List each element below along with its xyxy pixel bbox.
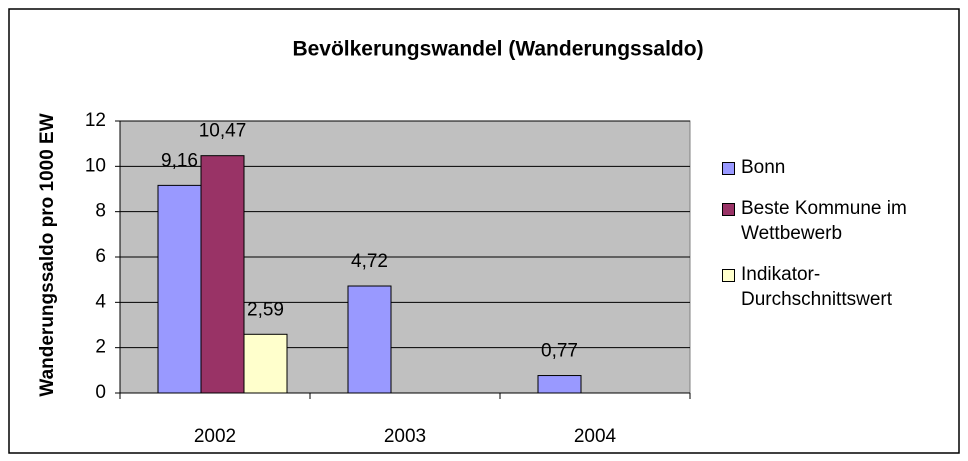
y-tick-label: 10: [85, 155, 106, 176]
data-label: 0,77: [541, 341, 578, 362]
bar: [243, 333, 288, 394]
bar: [537, 375, 582, 394]
legend-swatch: [722, 203, 735, 216]
y-tick-label: 0: [95, 382, 106, 403]
y-tick-label: 6: [95, 246, 106, 267]
x-tick-label: 2004: [574, 426, 617, 447]
bar: [157, 184, 202, 394]
legend-label: Indikator-Durchschnittswert: [741, 264, 892, 310]
data-label: 4,72: [351, 251, 388, 272]
data-label: 9,16: [161, 150, 198, 171]
y-tick-label: 2: [95, 337, 106, 358]
legend-label: Beste Kommune im Wettbewerb: [741, 198, 907, 244]
legend-swatch: [722, 162, 735, 175]
x-tick-label: 2003: [384, 426, 426, 447]
data-label: 2,59: [247, 299, 284, 320]
data-label: 10,47: [199, 121, 247, 142]
y-tick-label: 4: [95, 291, 106, 312]
legend-label: Bonn: [741, 157, 786, 178]
y-tick-label: 8: [95, 201, 106, 222]
bar: [200, 155, 245, 394]
legend: Bonn Beste Kommune im Wettbewerb Indikator…: [722, 155, 962, 328]
legend-item: Beste Kommune im Wettbewerb: [722, 196, 962, 246]
y-tick-label: 12: [85, 110, 106, 131]
legend-item: Indikator-Durchschnittswert: [722, 262, 962, 312]
bar: [347, 285, 392, 394]
legend-swatch: [722, 269, 735, 282]
y-axis-label: Wanderungssaldo pro 1000 EW: [37, 113, 58, 396]
x-tick-label: 2002: [194, 426, 236, 447]
legend-item: Bonn: [722, 155, 962, 180]
chart-title: Bevölkerungswandel (Wanderungssaldo): [292, 38, 703, 61]
